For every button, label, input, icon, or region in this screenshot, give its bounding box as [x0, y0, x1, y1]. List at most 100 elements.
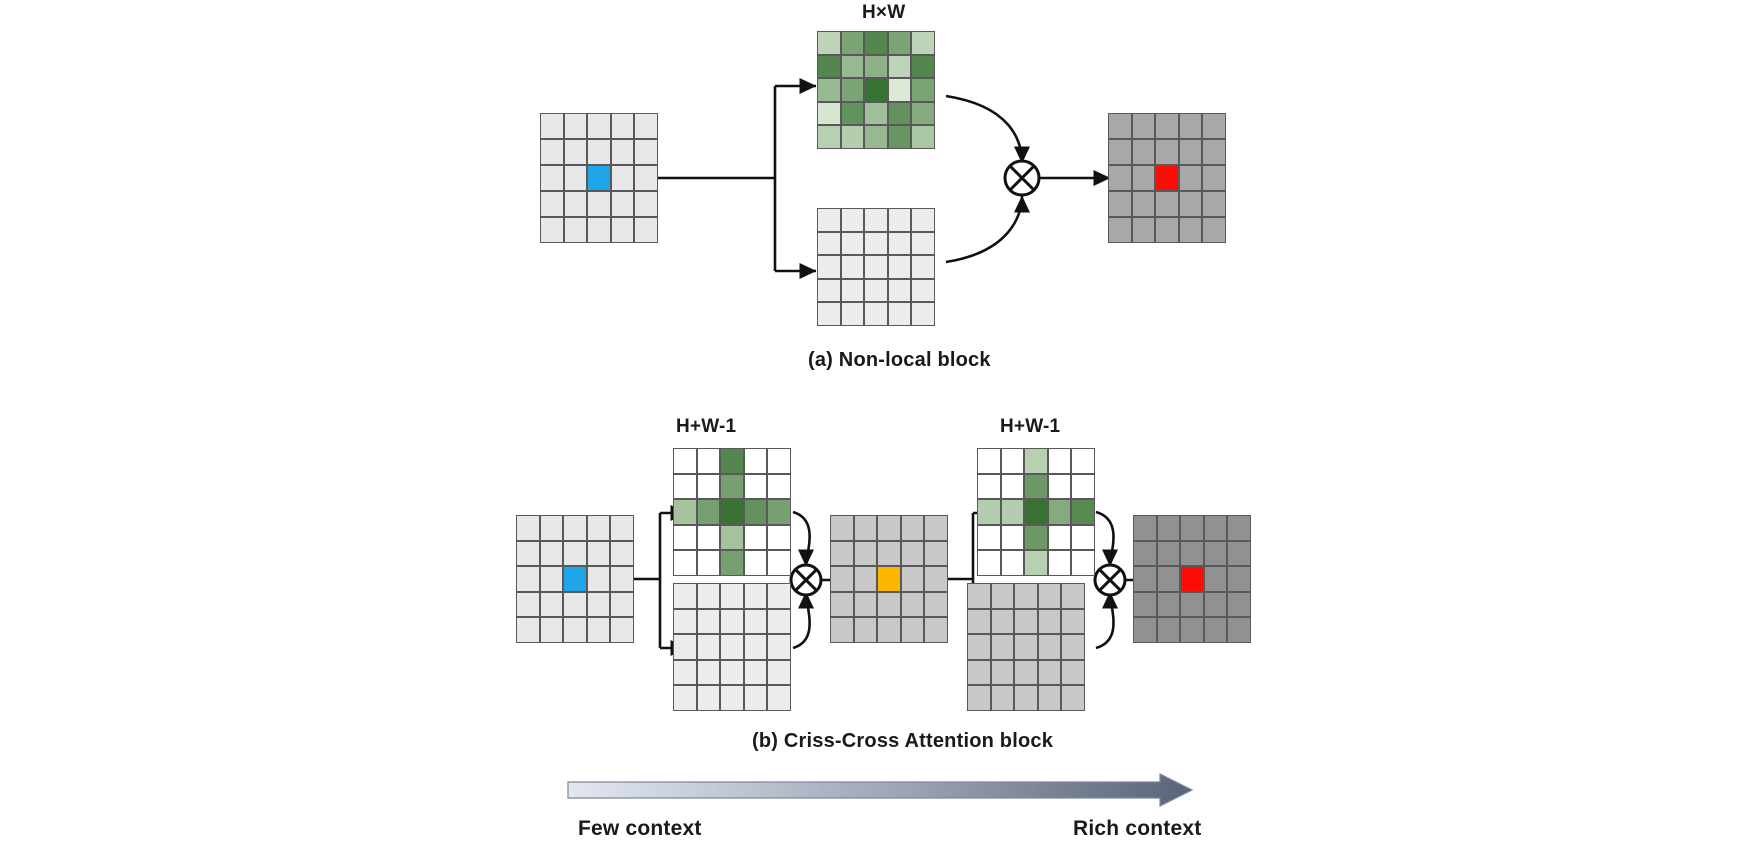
grid-cell — [1133, 540, 1157, 567]
grid-cell — [840, 302, 865, 326]
grid-cell — [911, 231, 935, 256]
grid-cell — [634, 217, 658, 243]
grid-cell — [990, 634, 1015, 660]
grid-cell — [610, 617, 634, 643]
grid-cell — [911, 255, 935, 279]
grid-cell — [1133, 566, 1157, 592]
grid-cell — [673, 499, 697, 525]
grid-cell — [817, 31, 841, 55]
grid-cell — [673, 634, 697, 660]
grid-cell — [840, 278, 865, 303]
grid-cell — [586, 540, 611, 567]
grid-cell — [877, 591, 901, 618]
grid-cell — [1047, 550, 1072, 576]
grid-cell — [720, 499, 744, 525]
grid-cell — [1133, 591, 1157, 618]
grid-cell — [673, 659, 697, 686]
grid-cell — [1108, 217, 1132, 243]
grid-cell — [1180, 617, 1204, 643]
panel-b-output-feature-map — [1133, 515, 1251, 643]
grid-cell — [586, 515, 611, 541]
grid-cell — [1000, 473, 1025, 500]
grid-cell — [1037, 583, 1062, 609]
grid-cell — [743, 499, 768, 525]
grid-cell — [540, 139, 564, 165]
grid-cell — [1202, 139, 1226, 165]
grid-cell — [911, 101, 935, 126]
grid-cell — [587, 113, 611, 139]
grid-cell — [1131, 139, 1156, 165]
grid-cell — [587, 139, 611, 165]
panel-a-hxw-label: H×W — [862, 2, 906, 23]
grid-cell — [990, 659, 1015, 686]
grid-cell — [1156, 540, 1181, 567]
grid-cell — [610, 191, 635, 217]
grid-cell — [977, 550, 1001, 576]
grid-cell — [840, 208, 865, 232]
grid-cell — [673, 583, 697, 609]
grid-cell — [1071, 550, 1095, 576]
grid-cell — [864, 54, 888, 79]
grid-cell — [1133, 515, 1157, 541]
grid-cell — [720, 583, 744, 609]
grid-cell — [1133, 617, 1157, 643]
grid-cell — [1155, 191, 1179, 217]
grid-cell — [887, 208, 912, 232]
grid-cell — [767, 608, 791, 635]
grid-cell — [610, 139, 635, 165]
grid-cell — [696, 583, 721, 609]
grid-cell — [900, 540, 925, 567]
few-context-label: Few context — [578, 817, 702, 840]
grid-cell — [673, 524, 697, 551]
grid-cell — [1203, 617, 1228, 643]
grid-cell — [1014, 608, 1038, 635]
grid-cell — [817, 125, 841, 149]
grid-cell — [887, 125, 912, 149]
grid-cell — [1108, 191, 1132, 217]
grid-cell — [853, 591, 878, 618]
grid-cell — [743, 448, 768, 474]
grid-cell — [1180, 515, 1204, 541]
grid-cell — [887, 31, 912, 55]
grid-cell — [1071, 473, 1095, 500]
grid-cell — [1180, 591, 1204, 618]
panel-b-criss-cross-attention-map-1 — [673, 448, 791, 576]
grid-cell — [767, 499, 791, 525]
grid-cell — [673, 473, 697, 500]
grid-cell — [696, 608, 721, 635]
grid-cell — [924, 540, 948, 567]
grid-cell — [977, 499, 1001, 525]
grid-cell — [634, 113, 658, 139]
grid-cell — [1131, 165, 1156, 191]
grid-cell — [1014, 583, 1038, 609]
grid-cell — [586, 591, 611, 618]
grid-cell — [864, 231, 888, 256]
context-gradient-arrow — [567, 773, 1194, 807]
grid-cell — [830, 591, 854, 618]
grid-cell — [1155, 139, 1179, 165]
grid-cell — [539, 591, 564, 618]
panel-b-caption: (b) Criss-Cross Attention block — [752, 730, 1054, 752]
grid-cell — [610, 515, 634, 541]
grid-cell — [1061, 583, 1085, 609]
grid-cell — [911, 302, 935, 326]
grid-cell — [1047, 499, 1072, 525]
grid-cell — [840, 125, 865, 149]
grid-cell — [540, 165, 564, 191]
grid-cell — [767, 524, 791, 551]
grid-cell — [720, 550, 744, 576]
grid-cell — [539, 540, 564, 567]
grid-cell — [720, 685, 744, 711]
grid-cell — [1202, 217, 1226, 243]
grid-cell — [767, 685, 791, 711]
grid-cell — [887, 78, 912, 102]
grid-cell — [1071, 499, 1095, 525]
grid-cell — [563, 540, 587, 567]
grid-cell — [911, 78, 935, 102]
grid-cell — [1203, 566, 1228, 592]
highlighted-cell — [1155, 165, 1179, 191]
grid-cell — [1024, 524, 1048, 551]
grid-cell — [516, 617, 540, 643]
grid-cell — [586, 617, 611, 643]
grid-cell — [696, 524, 721, 551]
